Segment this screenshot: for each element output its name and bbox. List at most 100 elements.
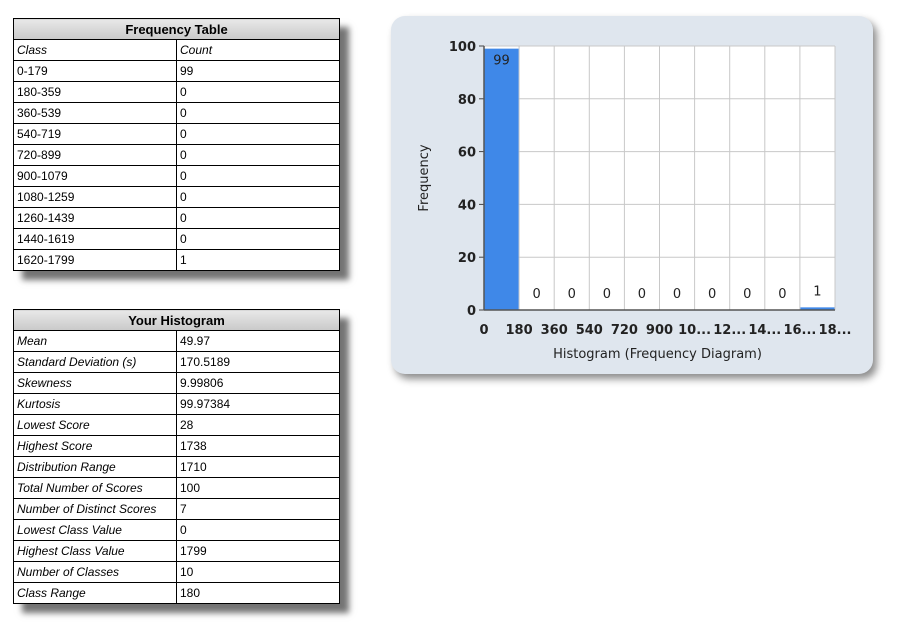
y-tick-label: 80 bbox=[458, 93, 476, 108]
x-tick-label: 16... bbox=[783, 323, 816, 338]
frequency-table-row: 1080-1259 0 bbox=[13, 186, 340, 208]
frequency-table-row: 0-179 99 bbox=[13, 60, 340, 82]
bar-value-label: 0 bbox=[533, 287, 541, 302]
stat-value: 100 bbox=[176, 477, 340, 499]
bar-value-label: 0 bbox=[638, 287, 646, 302]
stat-label: Standard Deviation (s) bbox=[13, 351, 177, 373]
stat-value: 49.97 bbox=[176, 330, 340, 352]
stat-value: 180 bbox=[176, 582, 340, 604]
stat-value: 1738 bbox=[176, 435, 340, 457]
frequency-table-row: 180-359 0 bbox=[13, 81, 340, 103]
count-cell: 0 bbox=[176, 102, 340, 124]
x-tick-label: 12... bbox=[713, 323, 746, 338]
stat-row: Distribution Range 1710 bbox=[13, 456, 340, 478]
x-tick-label: 10... bbox=[678, 323, 711, 338]
stat-row: Number of Classes 10 bbox=[13, 561, 340, 583]
frequency-table-row: 900-1079 0 bbox=[13, 165, 340, 187]
class-cell: 540-719 bbox=[13, 123, 177, 145]
stat-row: Highest Score 1738 bbox=[13, 435, 340, 457]
frequency-table-row: 1620-1799 1 bbox=[13, 249, 340, 271]
x-tick-label: 720 bbox=[611, 323, 638, 338]
class-cell: 360-539 bbox=[13, 102, 177, 124]
bar-value-label: 0 bbox=[708, 287, 716, 302]
frequency-table-title: Frequency Table bbox=[13, 18, 340, 40]
frequency-table-row: 1260-1439 0 bbox=[13, 207, 340, 229]
histogram-bar bbox=[800, 307, 835, 310]
x-tick-label: 14... bbox=[748, 323, 781, 338]
y-tick-label: 40 bbox=[458, 198, 476, 213]
histogram-chart-panel: 99 0 0 0 0 0 0 0 0 1 0 20 40 60 80 100 0 180 360 540 720 900… bbox=[391, 16, 873, 374]
count-cell: 0 bbox=[176, 207, 340, 229]
bar-value-label: 0 bbox=[568, 287, 576, 302]
x-tick-label: 18... bbox=[819, 323, 852, 338]
stat-label: Highest Score bbox=[13, 435, 177, 457]
bar-value-label: 0 bbox=[673, 287, 681, 302]
stat-row: Class Range 180 bbox=[13, 582, 340, 604]
count-column-header: Count bbox=[176, 39, 340, 61]
stat-label: Lowest Class Value bbox=[13, 519, 177, 541]
stat-value: 9.99806 bbox=[176, 372, 340, 394]
class-cell: 0-179 bbox=[13, 60, 177, 82]
y-axis-title: Frequency bbox=[417, 144, 432, 211]
frequency-table-row: 540-719 0 bbox=[13, 123, 340, 145]
class-cell: 720-899 bbox=[13, 144, 177, 166]
stat-row: Number of Distinct Scores 7 bbox=[13, 498, 340, 520]
stat-value: 0 bbox=[176, 519, 340, 541]
stat-value: 28 bbox=[176, 414, 340, 436]
class-cell: 1440-1619 bbox=[13, 228, 177, 250]
frequency-table-row: 1440-1619 0 bbox=[13, 228, 340, 250]
bar-value-label: 0 bbox=[743, 287, 751, 302]
x-tick-label: 540 bbox=[576, 323, 603, 338]
stat-label: Number of Classes bbox=[13, 561, 177, 583]
count-cell: 1 bbox=[176, 249, 340, 271]
x-tick-label: 0 bbox=[479, 323, 488, 338]
bar-value-label: 0 bbox=[778, 287, 786, 302]
stat-row: Lowest Class Value 0 bbox=[13, 519, 340, 541]
y-tick-label: 60 bbox=[458, 146, 476, 161]
count-cell: 0 bbox=[176, 186, 340, 208]
count-cell: 0 bbox=[176, 144, 340, 166]
histogram-bar bbox=[484, 48, 519, 310]
stat-value: 170.5189 bbox=[176, 351, 340, 373]
class-cell: 900-1079 bbox=[13, 165, 177, 187]
frequency-table-header-row: Class Count bbox=[13, 39, 340, 61]
stat-row: Lowest Score 28 bbox=[13, 414, 340, 436]
y-tick-label: 0 bbox=[467, 304, 476, 319]
stat-value: 7 bbox=[176, 498, 340, 520]
x-tick-label: 180 bbox=[506, 323, 533, 338]
stat-row: Standard Deviation (s) 170.5189 bbox=[13, 351, 340, 373]
stat-row: Skewness 9.99806 bbox=[13, 372, 340, 394]
stat-label: Kurtosis bbox=[13, 393, 177, 415]
count-cell: 0 bbox=[176, 81, 340, 103]
count-cell: 0 bbox=[176, 228, 340, 250]
stat-row: Total Number of Scores 100 bbox=[13, 477, 340, 499]
stat-label: Highest Class Value bbox=[13, 540, 177, 562]
frequency-table-row: 360-539 0 bbox=[13, 102, 340, 124]
count-cell: 99 bbox=[176, 60, 340, 82]
stat-row: Mean 49.97 bbox=[13, 330, 340, 352]
stat-label: Number of Distinct Scores bbox=[13, 498, 177, 520]
count-cell: 0 bbox=[176, 165, 340, 187]
bar-value-label: 99 bbox=[493, 54, 510, 69]
class-cell: 1260-1439 bbox=[13, 207, 177, 229]
y-tick-label: 100 bbox=[449, 40, 476, 55]
class-column-header: Class bbox=[13, 39, 177, 61]
stat-label: Total Number of Scores bbox=[13, 477, 177, 499]
y-tick-label: 20 bbox=[458, 251, 476, 266]
stat-row: Highest Class Value 1799 bbox=[13, 540, 340, 562]
histogram-stats-table: Your Histogram Mean 49.97 Standard Deviati… bbox=[13, 309, 340, 604]
x-axis-title: Histogram (Frequency Diagram) bbox=[553, 347, 762, 362]
frequency-table: Frequency Table Class Count 0-179 99 180-3… bbox=[13, 18, 340, 271]
class-cell: 1080-1259 bbox=[13, 186, 177, 208]
stat-label: Distribution Range bbox=[13, 456, 177, 478]
class-cell: 180-359 bbox=[13, 81, 177, 103]
stat-label: Lowest Score bbox=[13, 414, 177, 436]
count-cell: 0 bbox=[176, 123, 340, 145]
stat-value: 99.97384 bbox=[176, 393, 340, 415]
stat-label: Skewness bbox=[13, 372, 177, 394]
stat-value: 1710 bbox=[176, 456, 340, 478]
x-tick-label: 360 bbox=[541, 323, 568, 338]
class-cell: 1620-1799 bbox=[13, 249, 177, 271]
frequency-table-panel: Frequency Table Class Count 0-179 99 180-3… bbox=[13, 18, 340, 271]
